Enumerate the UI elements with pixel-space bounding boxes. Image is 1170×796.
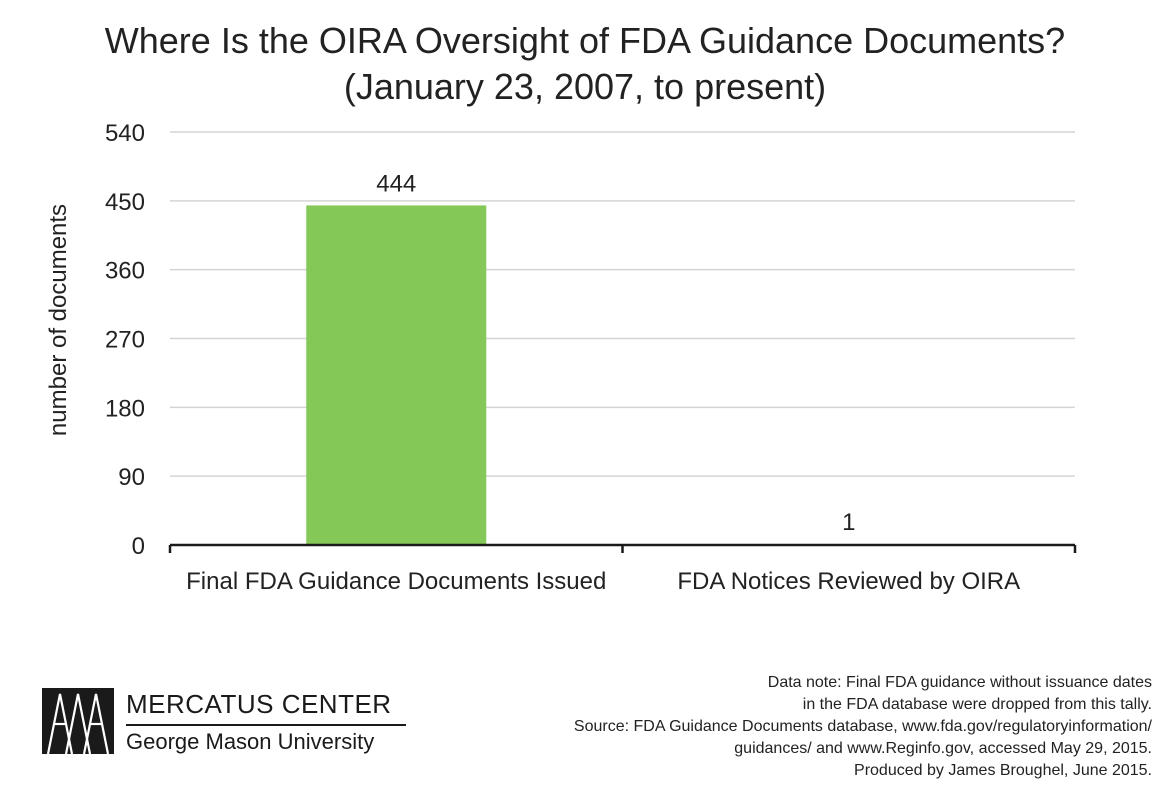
mercatus-logo-mark-icon [42, 688, 114, 754]
category-label-1: FDA Notices Reviewed by OIRA [677, 568, 1020, 595]
y-axis-ticks: 0 90 180 270 360 450 540 [105, 120, 145, 560]
bar-0 [306, 205, 487, 545]
note-line-1: Data note: Final FDA guidance without is… [767, 674, 1152, 691]
logo-subtitle: George Mason University [126, 729, 375, 754]
note-line-2: in the FDA database were dropped from th… [802, 696, 1152, 713]
data-label-1: 1 [842, 509, 855, 536]
note-line-3: Source: FDA Guidance Documents database,… [573, 718, 1152, 735]
y-tick-label-0: 0 [132, 533, 145, 560]
x-axis [168, 543, 1077, 553]
bars [306, 205, 939, 546]
mercatus-center-logo: MERCATUS CENTER George Mason University [42, 688, 422, 758]
logo-divider [126, 724, 406, 726]
y-tick-label-3: 270 [105, 327, 145, 354]
y-axis-label: number of documents [45, 204, 72, 436]
chart-title-line-1: Where Is the OIRA Oversight of FDA Guida… [104, 20, 1066, 61]
bar-chart: 0 90 180 270 360 450 540 444 1 Final FDA Guidan… [45, 120, 1077, 595]
note-line-4: guidances/ and www.Reginfo.gov, accessed… [734, 740, 1152, 757]
data-label-0: 444 [376, 170, 416, 197]
y-tick-label-4: 360 [105, 258, 145, 285]
data-source-note: Data note: Final FDA guidance without is… [452, 672, 1152, 782]
logo-name: MERCATUS CENTER [126, 689, 392, 719]
y-tick-label-2: 180 [105, 395, 145, 422]
y-tick-label-6: 540 [105, 120, 145, 147]
note-line-5: Produced by James Broughel, June 2015. [854, 762, 1152, 779]
data-labels: 444 1 [376, 170, 855, 536]
category-label-0: Final FDA Guidance Documents Issued [186, 568, 606, 595]
y-tick-label-1: 90 [118, 464, 145, 491]
y-tick-label-5: 450 [105, 189, 145, 216]
chart-title: Where Is the OIRA Oversight of FDA Guida… [0, 18, 1170, 110]
chart-title-line-2: (January 23, 2007, to present) [343, 66, 827, 107]
x-axis-ticks: Final FDA Guidance Documents Issued FDA N… [186, 568, 1020, 595]
gridlines [170, 131, 1075, 477]
